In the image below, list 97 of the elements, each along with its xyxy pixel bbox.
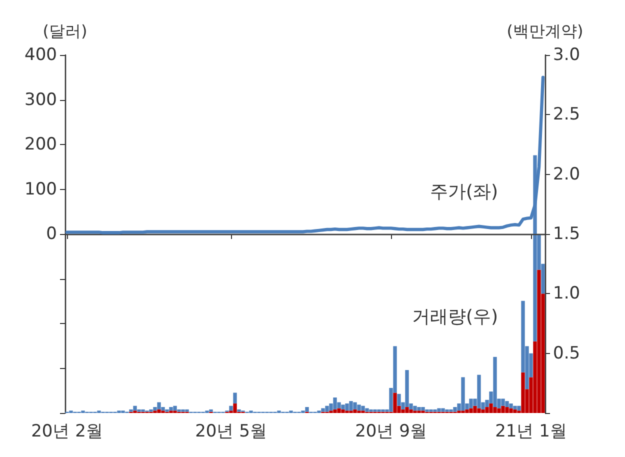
y2-tick-label: 1.5 — [553, 224, 580, 244]
bar — [397, 394, 401, 406]
bar — [157, 402, 161, 410]
bar — [401, 409, 405, 413]
bar — [453, 407, 457, 412]
bar — [465, 409, 469, 413]
bar — [509, 403, 513, 408]
bar — [237, 409, 241, 412]
bar — [353, 409, 357, 413]
bar — [481, 409, 485, 413]
y2-tick-label: 3.0 — [553, 45, 580, 65]
bar — [469, 408, 473, 413]
x-tick-label: 20년 9월 — [355, 422, 427, 442]
bar — [485, 407, 489, 413]
bar — [537, 270, 541, 413]
bar — [469, 398, 473, 408]
bar — [349, 401, 353, 411]
bar — [157, 409, 161, 413]
bar — [333, 409, 337, 413]
y2-tick-label: 2.0 — [553, 164, 580, 184]
bar — [341, 409, 345, 413]
bar — [233, 403, 237, 413]
bar — [409, 409, 413, 413]
bar — [181, 409, 185, 412]
bar — [477, 408, 481, 413]
bar — [209, 409, 213, 412]
bar — [137, 409, 141, 412]
bar — [489, 403, 493, 413]
bar — [501, 406, 505, 413]
bar — [321, 408, 325, 412]
y2-tick-label: 1.0 — [553, 284, 580, 304]
bar — [441, 408, 445, 412]
bar — [521, 372, 525, 413]
annotation: 거래량(우) — [412, 306, 498, 328]
bar — [513, 409, 517, 413]
bar — [413, 406, 417, 411]
bar — [169, 407, 173, 411]
x-tick-label: 20년 5월 — [195, 422, 267, 442]
y-tick-label: 300 — [24, 90, 57, 110]
bar — [357, 404, 361, 411]
bar — [501, 398, 505, 406]
y-tick-label: 0 — [46, 224, 57, 244]
annotation: 주가(좌) — [430, 182, 498, 202]
bar — [381, 409, 385, 412]
bar — [129, 409, 133, 412]
bar — [177, 409, 181, 412]
bar — [325, 406, 329, 412]
bar — [505, 401, 509, 408]
bar — [473, 406, 477, 413]
bar — [361, 406, 365, 411]
bar — [429, 409, 433, 412]
bar — [333, 397, 337, 410]
y-tick-label: 400 — [24, 45, 57, 65]
bar — [477, 374, 481, 408]
bar — [393, 392, 397, 413]
bar — [365, 408, 369, 412]
bar — [517, 406, 521, 411]
bar — [185, 409, 189, 412]
bar — [461, 377, 465, 411]
bar — [433, 409, 437, 412]
y-axis-title: (달러) — [42, 22, 88, 40]
x-tick-label: 21년 1월 — [495, 422, 567, 442]
bar — [425, 409, 429, 412]
bar — [341, 404, 345, 410]
bar — [305, 407, 309, 412]
bar — [445, 409, 449, 412]
bar — [493, 407, 497, 413]
x-tick-label: 20년 2월 — [31, 422, 103, 442]
bar — [377, 409, 381, 412]
bar — [405, 370, 409, 408]
bar — [149, 409, 153, 412]
bar — [369, 409, 373, 412]
y-tick-label: 100 — [24, 179, 57, 200]
bar — [133, 406, 137, 411]
bar — [173, 406, 177, 411]
bar — [513, 406, 517, 410]
bar — [493, 356, 497, 408]
bar — [337, 408, 341, 413]
bar — [141, 409, 145, 412]
bar — [421, 407, 425, 411]
y-tick-label: 200 — [24, 134, 57, 154]
bar — [497, 408, 501, 413]
bar — [505, 407, 509, 413]
bar — [353, 402, 357, 410]
bar — [417, 407, 421, 411]
bar — [437, 408, 441, 412]
bar — [509, 408, 513, 413]
bar — [345, 403, 349, 411]
bar — [449, 409, 453, 412]
bar — [229, 406, 233, 411]
bar — [405, 407, 409, 413]
bar — [165, 409, 169, 412]
y2-tick-label: 2.5 — [553, 104, 580, 125]
bar — [233, 392, 237, 404]
y2-tick-label: 0.5 — [553, 343, 580, 364]
bar — [373, 409, 377, 412]
y2-axis-title: (백만계약) — [506, 22, 584, 40]
